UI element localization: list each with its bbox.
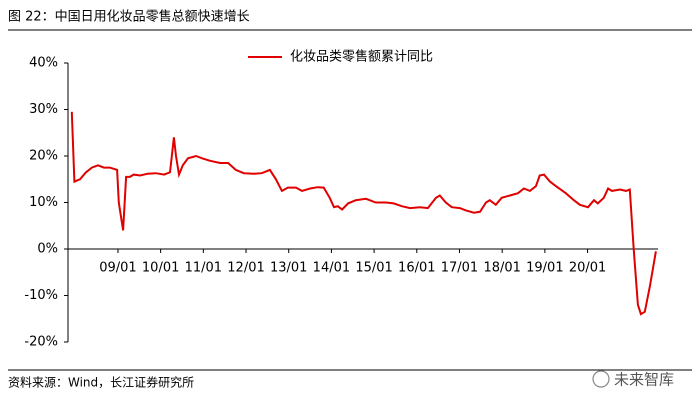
x-tick-label: 15/01 xyxy=(355,261,392,276)
watermark: 未来智库 xyxy=(592,370,674,389)
x-tick-label: 19/01 xyxy=(526,261,563,276)
x-tick-label: 18/01 xyxy=(483,261,520,276)
source-note: 资料来源：Wind，长江证券研究所 xyxy=(8,375,194,390)
x-tick-label: 17/01 xyxy=(441,261,478,276)
watermark-icon xyxy=(592,370,610,388)
data-line xyxy=(70,111,657,316)
y-tick-label: -20% xyxy=(24,335,58,350)
x-tick-label: 14/01 xyxy=(313,261,350,276)
x-tick-label: 16/01 xyxy=(398,261,435,276)
legend-label: 化妆品类零售额累计同比 xyxy=(290,49,433,65)
x-tick-label: 12/01 xyxy=(227,261,264,276)
x-tick-label: 10/01 xyxy=(142,261,179,276)
x-tick-label: 11/01 xyxy=(185,261,222,276)
x-tick-label: 20/01 xyxy=(569,261,606,276)
y-tick-label: 20% xyxy=(29,149,58,164)
watermark-text: 未来智库 xyxy=(614,371,674,389)
x-tick-label: 09/01 xyxy=(99,261,136,276)
y-tick-label: 10% xyxy=(29,195,58,210)
y-tick-label: 0% xyxy=(37,242,58,257)
y-tick-label: 40% xyxy=(29,56,58,71)
x-tick-label: 13/01 xyxy=(270,261,307,276)
chart-title: 图 22：中国日用化妆品零售总额快速增长 xyxy=(8,9,250,25)
y-tick-label: -10% xyxy=(24,288,58,303)
y-tick-label: 30% xyxy=(29,102,58,117)
